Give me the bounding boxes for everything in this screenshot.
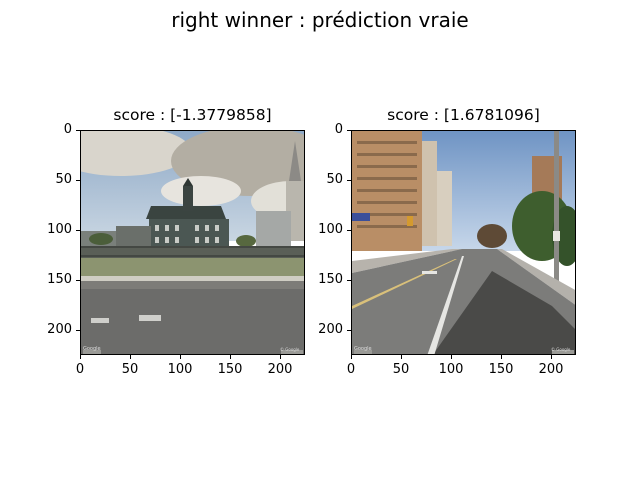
x-tick-label: 200 [538,362,564,377]
y-tick-label: 0 [63,122,72,137]
y-tick-label: 200 [318,322,343,337]
right-watermark-copyright: © Google [551,347,571,352]
y-tick-label: 150 [318,272,343,287]
x-tick-label: 0 [75,362,85,377]
right-street-photo [351,130,576,355]
y-tick-label: 150 [47,272,72,287]
right-subplot-title: score : [1.6781096] [387,106,540,124]
x-tick-label: 0 [346,362,356,377]
y-tick-label: 200 [47,322,72,337]
x-tick-label: 100 [438,362,464,377]
x-tick-label: 150 [488,362,514,377]
left-subplot-title: score : [-1.3779858] [113,106,272,124]
y-tick-label: 50 [55,172,72,187]
left-watermark-google: Google [83,346,101,352]
y-tick-label: 100 [47,222,72,237]
y-tick-label: 0 [334,122,343,137]
x-tick-label: 50 [121,362,139,377]
figure-title: right winner : prédiction vraie [171,8,469,32]
x-tick-label: 150 [217,362,243,377]
x-tick-label: 200 [267,362,293,377]
left-watermark-copyright: © Google [280,347,300,352]
y-tick-label: 50 [326,172,343,187]
x-tick-label: 100 [167,362,193,377]
y-tick-label: 100 [318,222,343,237]
right-watermark-google: Google [354,346,372,352]
x-tick-label: 50 [392,362,410,377]
left-street-photo [80,130,305,355]
